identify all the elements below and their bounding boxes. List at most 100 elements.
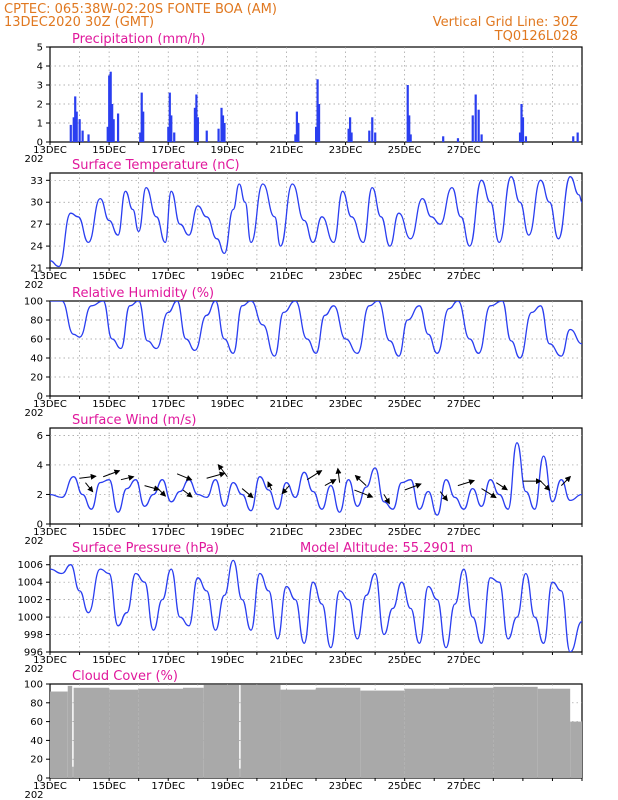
date-label: 17DEC xyxy=(151,145,185,156)
panel-title: Surface Temperature (nC) xyxy=(72,158,240,173)
date-label: 23DEC xyxy=(329,399,363,410)
y-tick-label: 40 xyxy=(30,354,43,365)
date-label: 17DEC xyxy=(151,527,185,538)
y-tick-label: 4 xyxy=(37,460,43,471)
wind-arrow xyxy=(79,473,97,480)
date-label: 21DEC xyxy=(270,271,304,282)
y-tick-label: 100 xyxy=(24,680,43,691)
year-label: 202 xyxy=(24,790,43,800)
header-grid-note: Vertical Grid Line: 30Z xyxy=(433,15,578,30)
y-tick-label: 3 xyxy=(37,81,43,92)
date-label: 17DEC xyxy=(151,271,185,282)
date-label: 19DEC xyxy=(210,527,244,538)
cloud-bar xyxy=(360,690,405,778)
date-label: 27DEC xyxy=(447,781,481,792)
precip-bar xyxy=(524,136,528,142)
date-label: 27DEC xyxy=(447,399,481,410)
date-label: 15DEC xyxy=(92,527,126,538)
date-label: 23DEC xyxy=(329,527,363,538)
date-label: 15DEC xyxy=(92,145,126,156)
precip-bar xyxy=(408,115,411,142)
precip-bar xyxy=(72,117,75,142)
wind-arrow xyxy=(540,480,551,491)
date-label: 15DEC xyxy=(92,781,126,792)
precip-bar xyxy=(477,109,480,142)
cloud-bar xyxy=(316,687,361,778)
date-label: 23DEC xyxy=(329,145,363,156)
wind-arrow xyxy=(306,470,323,481)
wind-arrow xyxy=(354,474,367,486)
date-label: 25DEC xyxy=(388,399,422,410)
cloud-bar xyxy=(203,684,240,778)
date-label: 27DEC xyxy=(447,145,481,156)
precip-bar xyxy=(69,124,72,142)
date-label: 23DEC xyxy=(329,655,363,666)
panel-frame xyxy=(49,172,583,269)
header-date: 13DEC2020 30Z (GMT) xyxy=(4,15,154,30)
precip-bar xyxy=(142,111,145,142)
panel-title: Surface Pressure (hPa) xyxy=(72,541,219,556)
date-label: 19DEC xyxy=(210,145,244,156)
precip-bar xyxy=(74,96,77,142)
year-label: 202 xyxy=(24,536,43,547)
precip-bar xyxy=(78,119,81,142)
year-label: 202 xyxy=(24,664,43,675)
cloud-bar xyxy=(138,688,183,778)
y-tick-label: 5 xyxy=(37,43,43,54)
wind-arrow xyxy=(457,479,476,487)
y-tick-label: 27 xyxy=(30,220,43,231)
date-label: 21DEC xyxy=(270,655,304,666)
year-label: 202 xyxy=(24,408,43,419)
wind-arrow xyxy=(241,488,254,499)
cloud-bar xyxy=(183,687,204,778)
wind-arrow xyxy=(156,486,167,497)
date-label: 27DEC xyxy=(447,271,481,282)
precip-bar xyxy=(108,75,111,142)
date-label: 21DEC xyxy=(270,781,304,792)
date-label: 23DEC xyxy=(329,781,363,792)
precip-bar xyxy=(81,130,84,142)
wind-arrow xyxy=(481,488,497,499)
precip-bar xyxy=(297,123,300,142)
precip-bar xyxy=(139,132,142,142)
panel-annotation: Model Altitude: 55.2901 m xyxy=(300,541,473,556)
precip-bar xyxy=(220,107,223,142)
precip-bar xyxy=(168,92,171,142)
y-tick-label: 6 xyxy=(37,431,43,442)
date-label: 25DEC xyxy=(388,271,422,282)
date-label: 21DEC xyxy=(270,527,304,538)
y-tick-label: 80 xyxy=(30,316,43,327)
precip-bar xyxy=(75,111,78,142)
precip-bar xyxy=(316,79,319,142)
date-label: 13DEC xyxy=(33,399,67,410)
date-label: 15DEC xyxy=(92,399,126,410)
y-tick-label: 0 xyxy=(37,138,43,149)
series-line xyxy=(50,559,582,652)
panel-title: Cloud Cover (%) xyxy=(72,669,178,684)
y-tick-label: 1002 xyxy=(18,595,43,606)
precip-bar xyxy=(520,104,523,142)
wind-arrow xyxy=(217,463,228,478)
cloud-bar xyxy=(109,689,139,778)
cloud-bar xyxy=(50,691,68,778)
precip-bar xyxy=(221,115,225,142)
wind-arrow xyxy=(281,485,290,495)
plot-area xyxy=(69,71,579,142)
date-label: 25DEC xyxy=(388,145,422,156)
cloud-bar xyxy=(280,689,316,778)
panel-wind: 0 2 4 6 13DEC 15DEC 17DEC 19DEC 21DEC 23DEC 25DEC 2… xyxy=(24,413,583,547)
wind-arrow xyxy=(404,482,422,491)
cloud-bar xyxy=(570,721,582,778)
wind-arrow xyxy=(85,482,94,493)
y-tick-label: 1004 xyxy=(18,578,43,589)
date-label: 15DEC xyxy=(92,271,126,282)
y-tick-label: 20 xyxy=(30,373,43,384)
panel-frame xyxy=(49,300,583,397)
cloud-bar xyxy=(493,686,538,778)
date-label: 23DEC xyxy=(329,271,363,282)
precip-bar xyxy=(456,138,460,142)
precip-bar xyxy=(196,117,199,142)
y-tick-label: 2 xyxy=(37,490,43,501)
date-label: 13DEC xyxy=(33,781,67,792)
